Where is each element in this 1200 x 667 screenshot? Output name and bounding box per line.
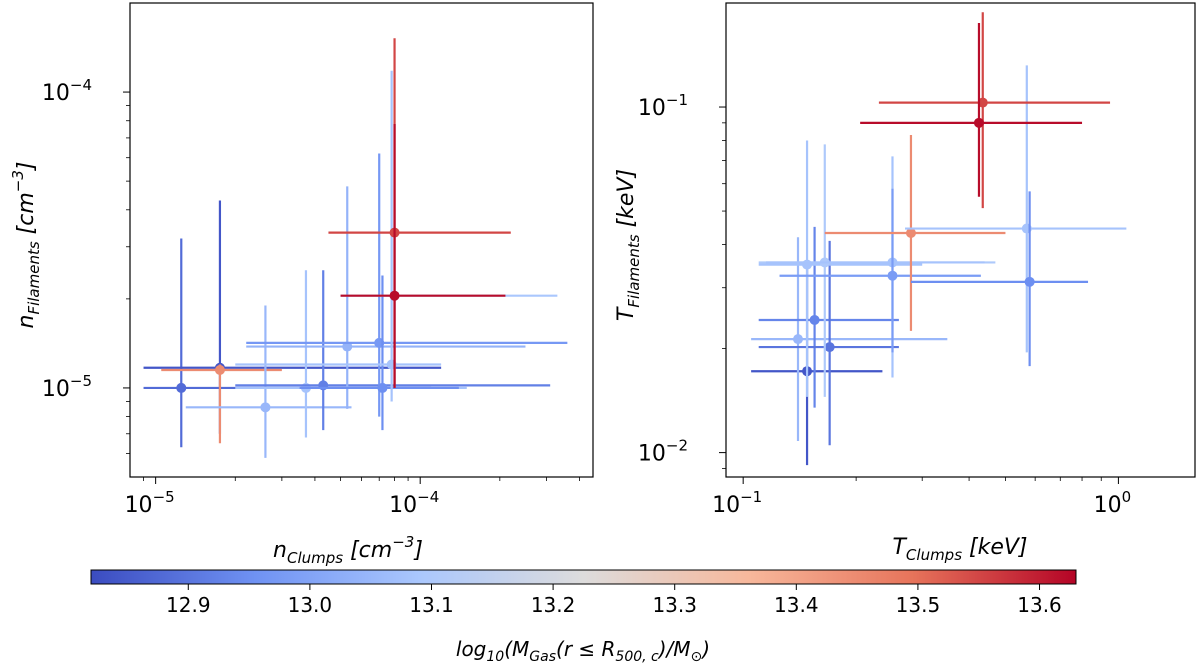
right-data-point-1	[751, 237, 948, 442]
left-point-marker	[176, 382, 187, 393]
right-plot-frame	[725, 2, 1196, 478]
colorbar: 12.9 13.0 13.1 13.2 13.3 13.4 13.5 13.6 log10(M…	[90, 569, 1077, 665]
colorbar-tick-label: 12.9	[166, 593, 211, 617]
right-data-point-7	[779, 188, 981, 353]
right-point-marker	[887, 270, 898, 281]
left-point-marker	[389, 290, 400, 301]
left-data-point-12	[340, 123, 506, 388]
right-data-point-10	[910, 191, 1089, 367]
left-point-marker	[342, 341, 353, 352]
left-data-point-2	[161, 364, 282, 444]
right-data-point-12	[860, 23, 1083, 197]
right-y-tick-label: 10−1	[638, 91, 688, 121]
colorbar-tick-label: 13.6	[1017, 593, 1062, 617]
left-data-point-6	[246, 186, 526, 409]
left-x-tick-label: 10−5	[125, 488, 175, 518]
left-y-tick-label: 10−4	[42, 76, 92, 106]
left-x-axis-label: nClumps [cm−3]	[273, 533, 423, 567]
right-point-marker	[977, 97, 988, 108]
colorbar-tick-label: 13.3	[652, 593, 697, 617]
left-point-marker	[214, 364, 225, 375]
right-point-marker	[802, 259, 813, 270]
right-point-marker	[973, 117, 984, 128]
right-y-axis-label: TFilaments [keV]	[614, 169, 643, 321]
left-x-tick-label: 10−4	[389, 488, 439, 518]
left-chart-panel: 10−5 10−4 10−5 10−4 nClumps [cm−3] nFilamen…	[9, 2, 594, 567]
colorbar-label: log10(MGas(r ≤ R500, c)/M⊙)	[456, 637, 710, 665]
right-point-marker	[824, 342, 835, 353]
colorbar-tick-label: 13.0	[288, 593, 333, 617]
colorbar-ticks: 12.9 13.0 13.1 13.2 13.3 13.4 13.5 13.6	[166, 584, 1062, 617]
right-point-marker	[1024, 276, 1035, 287]
right-point-marker	[809, 314, 820, 325]
right-x-axis-label: TClumps [keV]	[892, 535, 1027, 564]
right-data-point-11	[878, 12, 1111, 209]
right-y-tick-label: 10−2	[638, 437, 688, 467]
right-point-marker	[793, 334, 804, 345]
colorbar-tick-label: 13.5	[896, 593, 941, 617]
left-point-marker	[260, 402, 271, 413]
left-y-axis-label: nFilaments [cm−3]	[9, 162, 43, 329]
colorbar-tick-label: 13.1	[409, 593, 454, 617]
right-x-tick-label: 100	[1094, 488, 1132, 518]
right-data-point-8	[824, 134, 1006, 331]
colorbar-tick-label: 13.2	[531, 593, 576, 617]
colorbar-gradient	[90, 569, 1077, 585]
right-x-tick-label: 10−1	[712, 488, 762, 518]
colorbar-tick-label: 13.4	[774, 593, 819, 617]
left-data-point-8	[299, 275, 459, 431]
left-chart-marks	[143, 38, 568, 458]
right-point-marker	[905, 227, 916, 238]
left-axis-ticks: 10−5 10−4 10−5 10−4	[42, 76, 580, 518]
left-point-marker	[377, 382, 388, 393]
right-chart-marks	[751, 12, 1127, 466]
right-chart-panel: 10−1 100 10−2 10−1 TClumps [keV] TFilaments…	[614, 2, 1196, 564]
left-y-tick-label: 10−5	[42, 372, 92, 402]
right-axis-ticks: 10−1 100 10−2 10−1	[638, 91, 1131, 518]
